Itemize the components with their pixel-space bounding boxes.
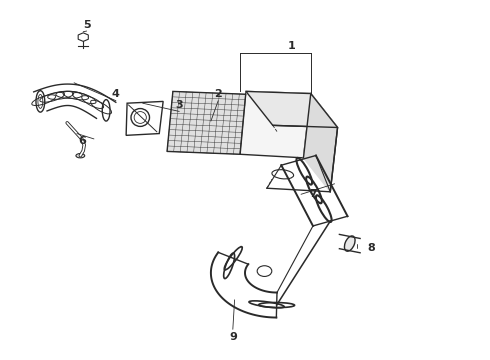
Text: 7: 7 xyxy=(309,189,317,199)
Text: 8: 8 xyxy=(368,243,375,253)
Polygon shape xyxy=(246,91,338,127)
Text: 6: 6 xyxy=(78,136,86,146)
Ellipse shape xyxy=(76,154,85,158)
Polygon shape xyxy=(303,94,338,192)
Text: 1: 1 xyxy=(288,41,295,51)
Ellipse shape xyxy=(344,236,355,251)
Text: 3: 3 xyxy=(175,100,183,110)
Polygon shape xyxy=(167,91,246,154)
Text: 2: 2 xyxy=(214,89,222,99)
Polygon shape xyxy=(240,91,311,158)
Text: 9: 9 xyxy=(229,332,237,342)
Text: 4: 4 xyxy=(112,89,120,99)
Text: 5: 5 xyxy=(83,19,91,30)
